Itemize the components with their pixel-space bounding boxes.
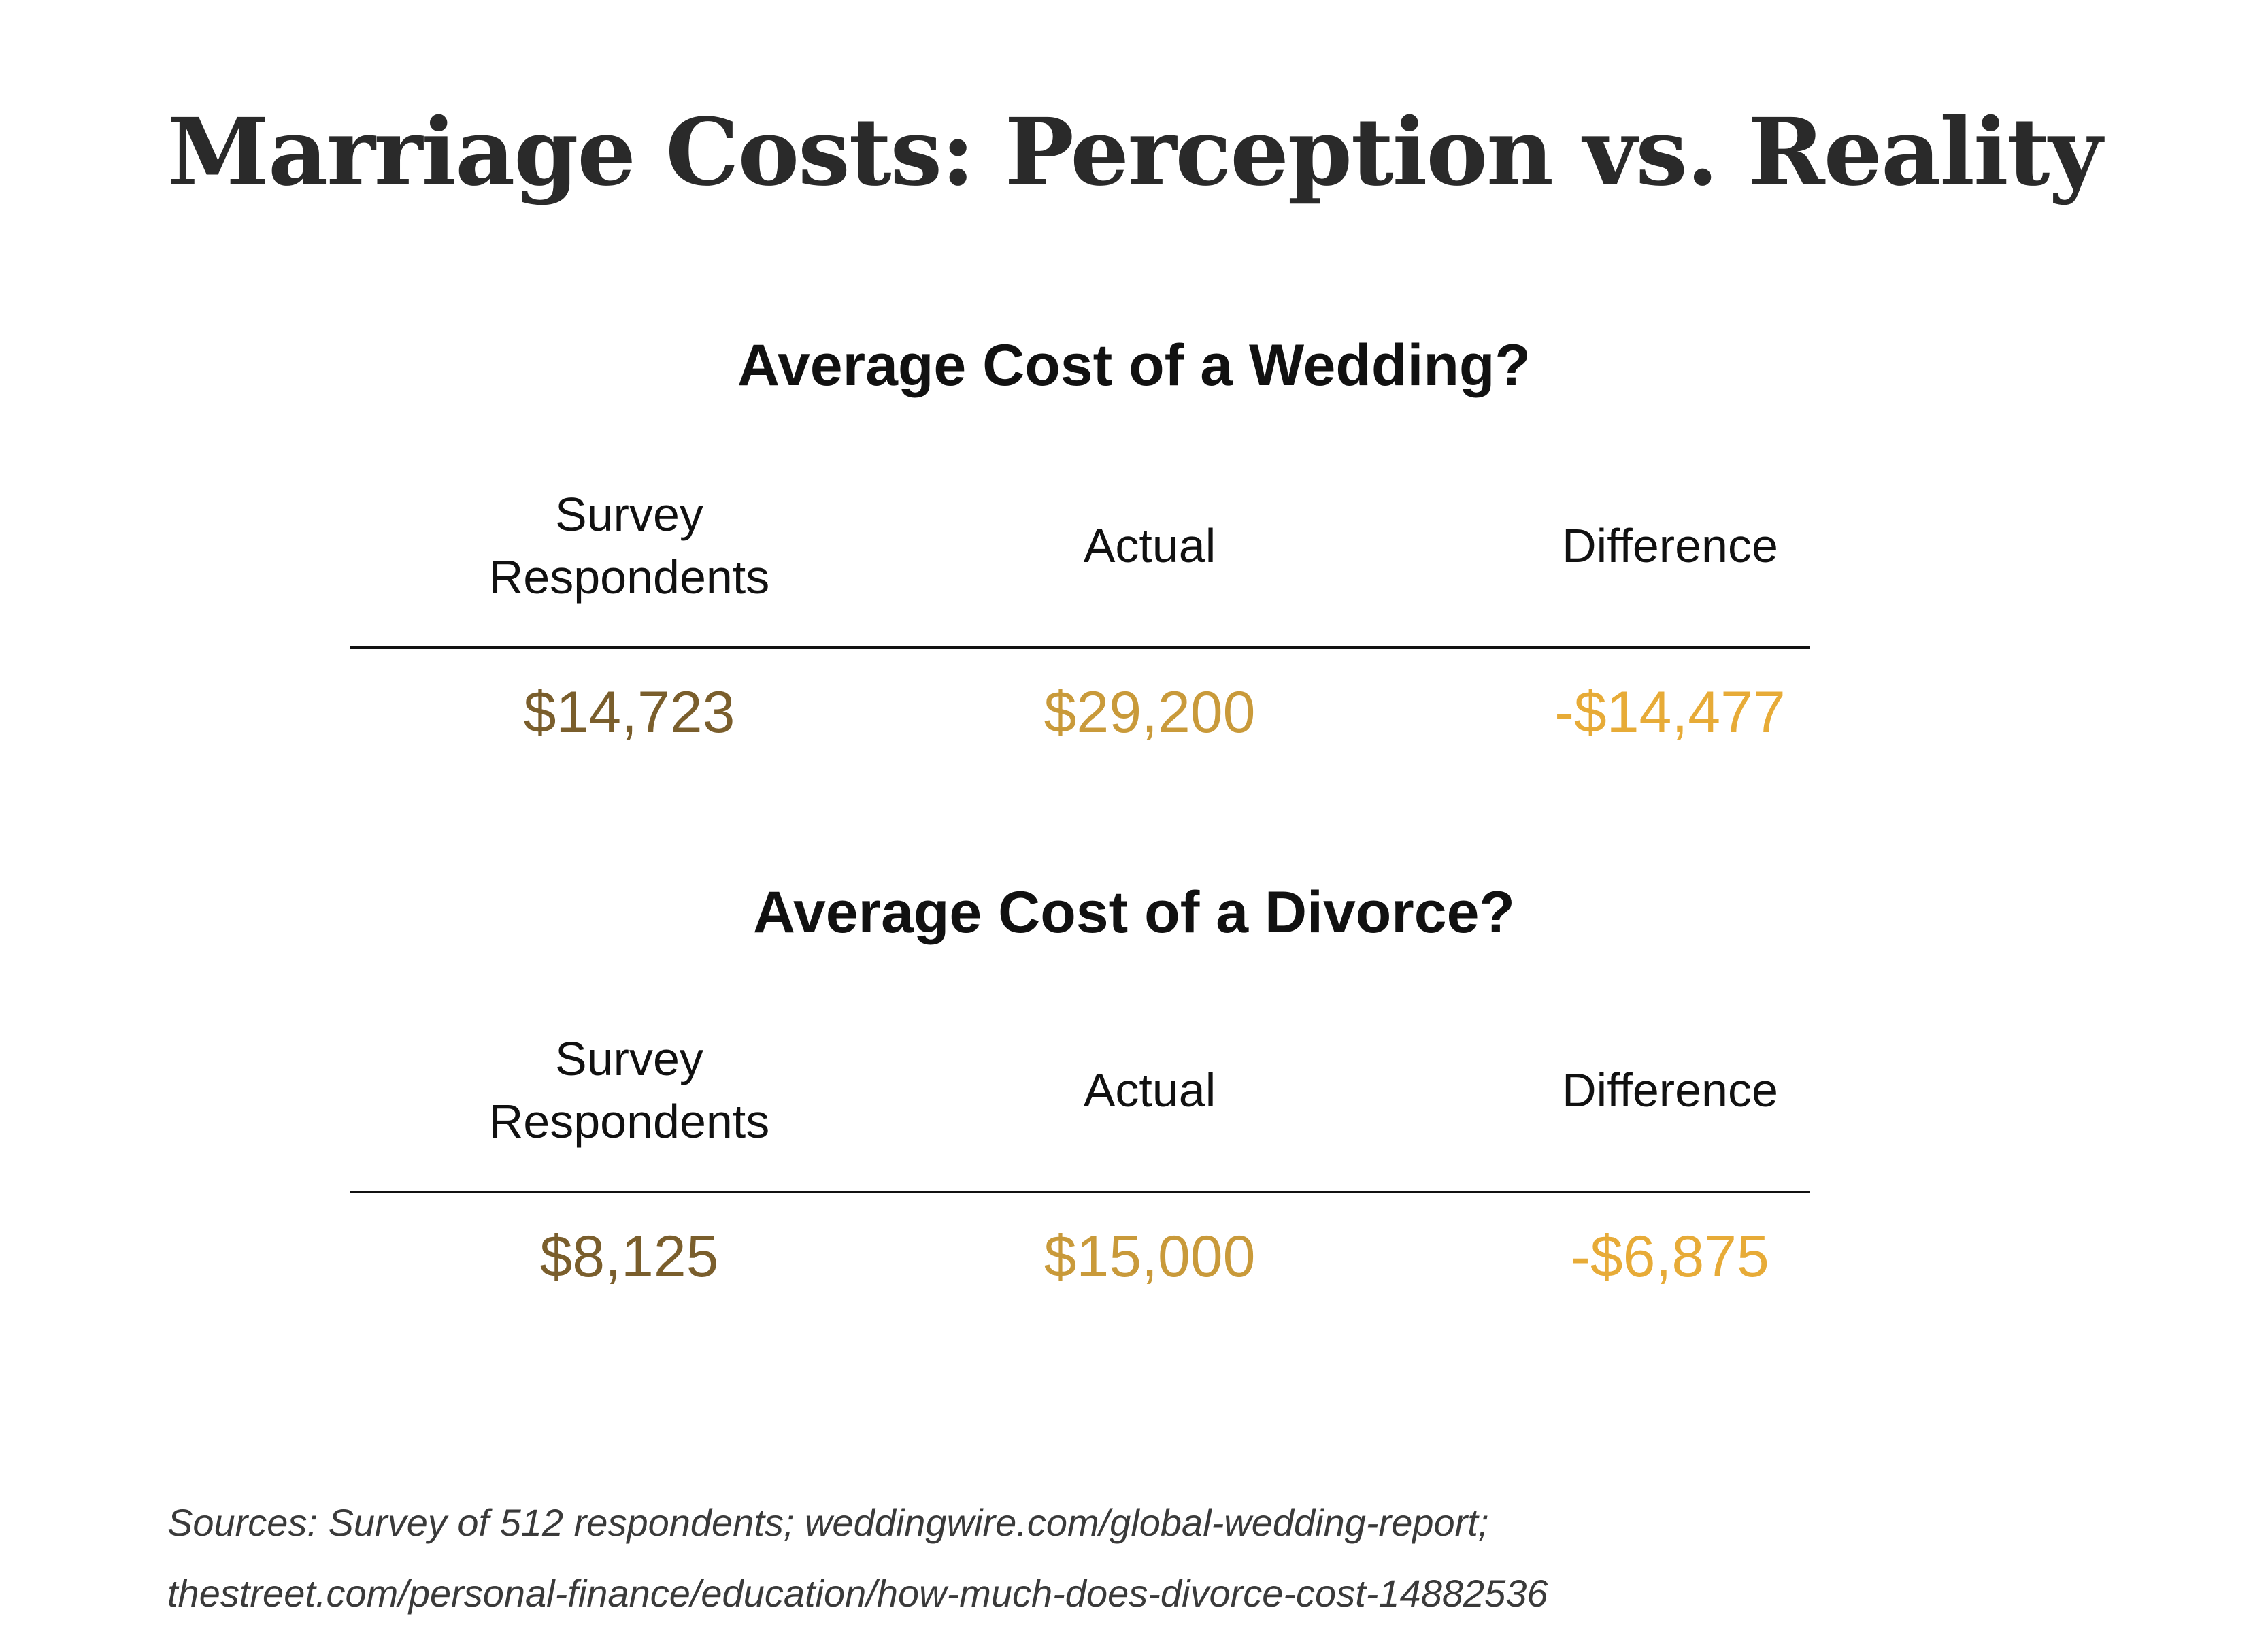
page-title: Marriage Costs: Perception vs. Reality (167, 98, 2103, 207)
divorce-actual-column-header: Actual (1083, 1064, 1216, 1117)
sources-line-2: thestreet.com/personal-finance/education… (167, 1572, 1548, 1615)
wedding-actual-column-header: Actual (1083, 519, 1216, 572)
wedding-survey-column-header: Survey Respondents (489, 483, 770, 608)
divorce-survey-column-header: Survey Respondents (489, 1027, 770, 1153)
divorce-section-heading: Average Cost of a Divorce? (753, 880, 1515, 945)
wedding-section-heading: Average Cost of a Wedding? (737, 333, 1531, 398)
wedding-survey-value: $14,723 (523, 680, 735, 745)
wedding-table-divider (350, 646, 1810, 649)
survey-header-line1: Survey (555, 1032, 703, 1085)
wedding-actual-value: $29,200 (1044, 680, 1256, 745)
divorce-difference-value: -$6,875 (1571, 1224, 1769, 1289)
survey-header-line2: Respondents (488, 1095, 770, 1148)
divorce-survey-value: $8,125 (539, 1224, 719, 1289)
divorce-difference-column-header: Difference (1562, 1064, 1778, 1117)
sources-line-1: Sources: Survey of 512 respondents; wedd… (167, 1501, 1489, 1544)
survey-header-line1: Survey (555, 488, 703, 541)
wedding-difference-value: -$14,477 (1554, 680, 1786, 745)
wedding-difference-column-header: Difference (1562, 519, 1778, 572)
divorce-table-divider (350, 1191, 1810, 1193)
survey-header-line2: Respondents (488, 550, 770, 604)
divorce-actual-value: $15,000 (1044, 1224, 1256, 1289)
